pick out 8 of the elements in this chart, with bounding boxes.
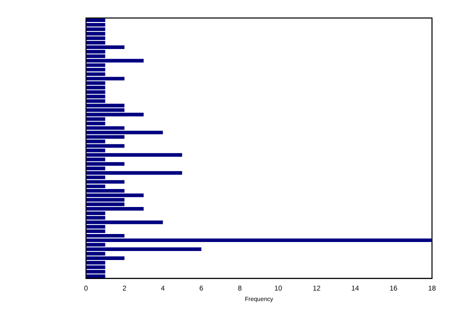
bar <box>86 238 432 242</box>
bar <box>86 247 202 252</box>
bar <box>86 32 106 36</box>
bar <box>86 220 163 224</box>
bar <box>86 22 106 27</box>
bar <box>86 18 106 22</box>
bar <box>86 27 106 32</box>
bar <box>86 274 106 278</box>
